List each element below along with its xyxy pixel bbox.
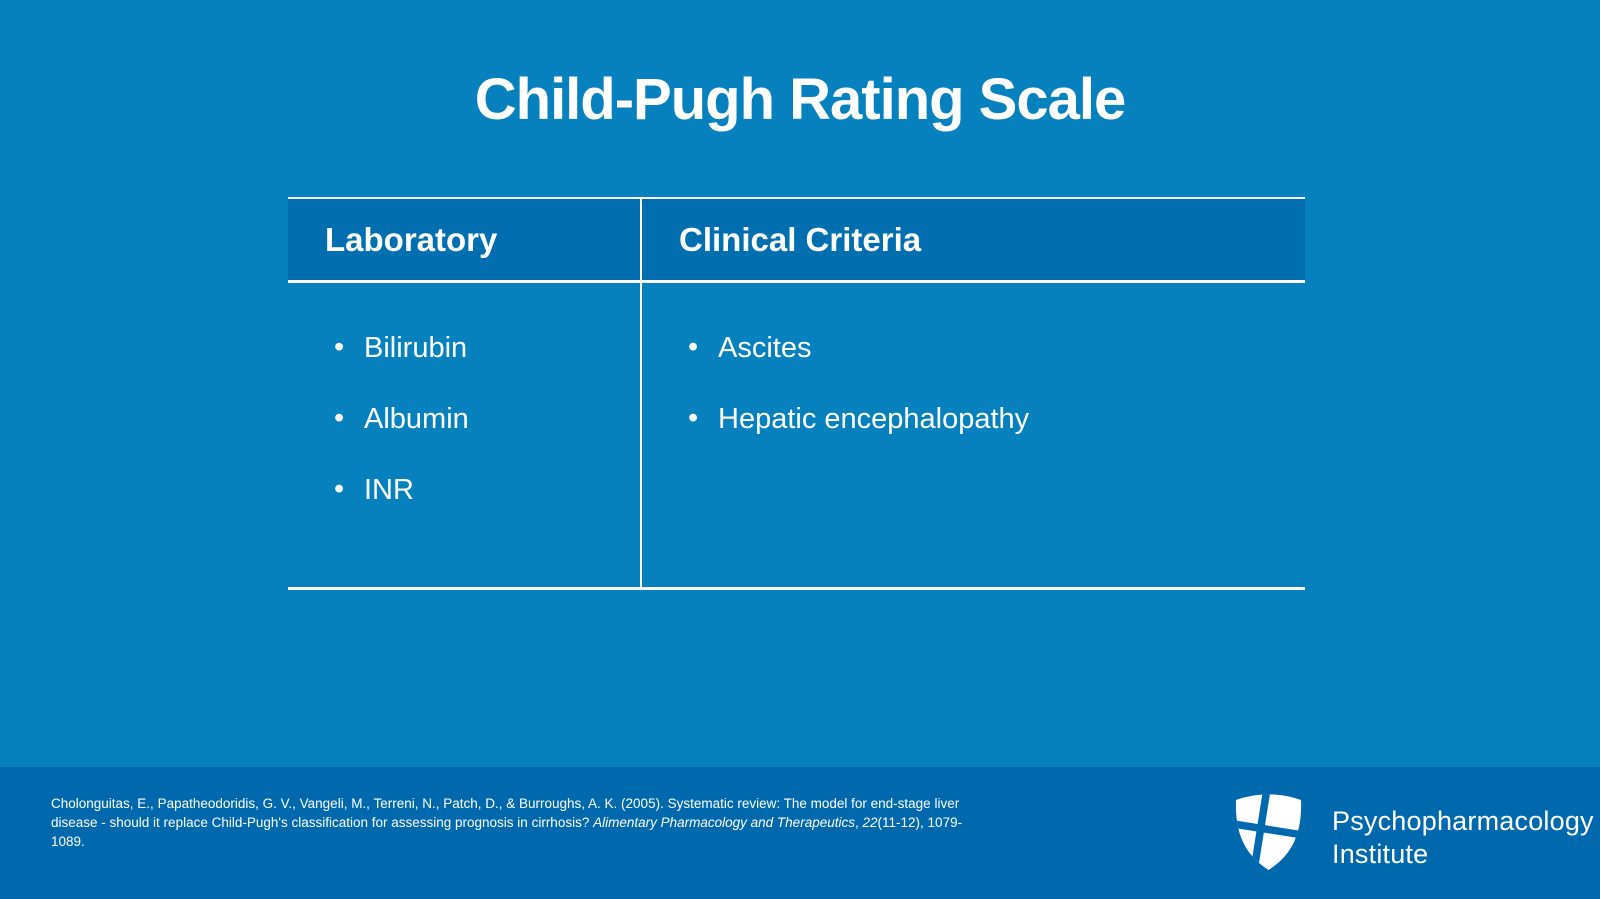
criteria-table: Laboratory Bilirubin Albumin INR Clinica… (288, 197, 1305, 590)
institute-logo: Psychopharmacology Institute (1230, 791, 1594, 871)
clinical-criteria-list: Ascites Hepatic encephalopathy (642, 283, 1305, 436)
citation-volume-italic: 22 (862, 815, 878, 830)
page-title: Child-Pugh Rating Scale (474, 67, 1127, 132)
institute-logo-line2: Institute (1332, 839, 1429, 869)
footer-band: Cholonguitas, E., Papatheodoridis, G. V.… (0, 767, 1600, 899)
list-item: Albumin (334, 401, 630, 436)
list-item: INR (334, 472, 630, 507)
list-item: Bilirubin (334, 330, 630, 365)
laboratory-column-header: Laboratory (288, 199, 640, 283)
citation-separator: , (854, 815, 863, 830)
list-item: Hepatic encephalopathy (688, 401, 1295, 436)
citation-pages: (11-12), 1079-1089. (51, 815, 963, 849)
laboratory-list: Bilirubin Albumin INR (288, 283, 640, 507)
list-item: Ascites (688, 330, 1295, 365)
laboratory-column-body: Bilirubin Albumin INR (288, 283, 640, 587)
institute-logo-text: Psychopharmacology Institute (1332, 805, 1594, 871)
clinical-criteria-column-header: Clinical Criteria (642, 199, 1305, 283)
institute-logo-line1: Psychopharmacology (1332, 806, 1594, 836)
clinical-criteria-column: Clinical Criteria Ascites Hepatic enceph… (640, 199, 1305, 587)
citation-text: Cholonguitas, E., Papatheodoridis, G. V.… (51, 796, 960, 830)
citation: Cholonguitas, E., Papatheodoridis, G. V.… (51, 794, 963, 851)
citation-journal-italic: Alimentary Pharmacology and Therapeutics (593, 815, 855, 830)
clinical-criteria-column-body: Ascites Hepatic encephalopathy (642, 283, 1305, 587)
shield-icon (1235, 794, 1302, 870)
laboratory-column: Laboratory Bilirubin Albumin INR (288, 199, 640, 587)
